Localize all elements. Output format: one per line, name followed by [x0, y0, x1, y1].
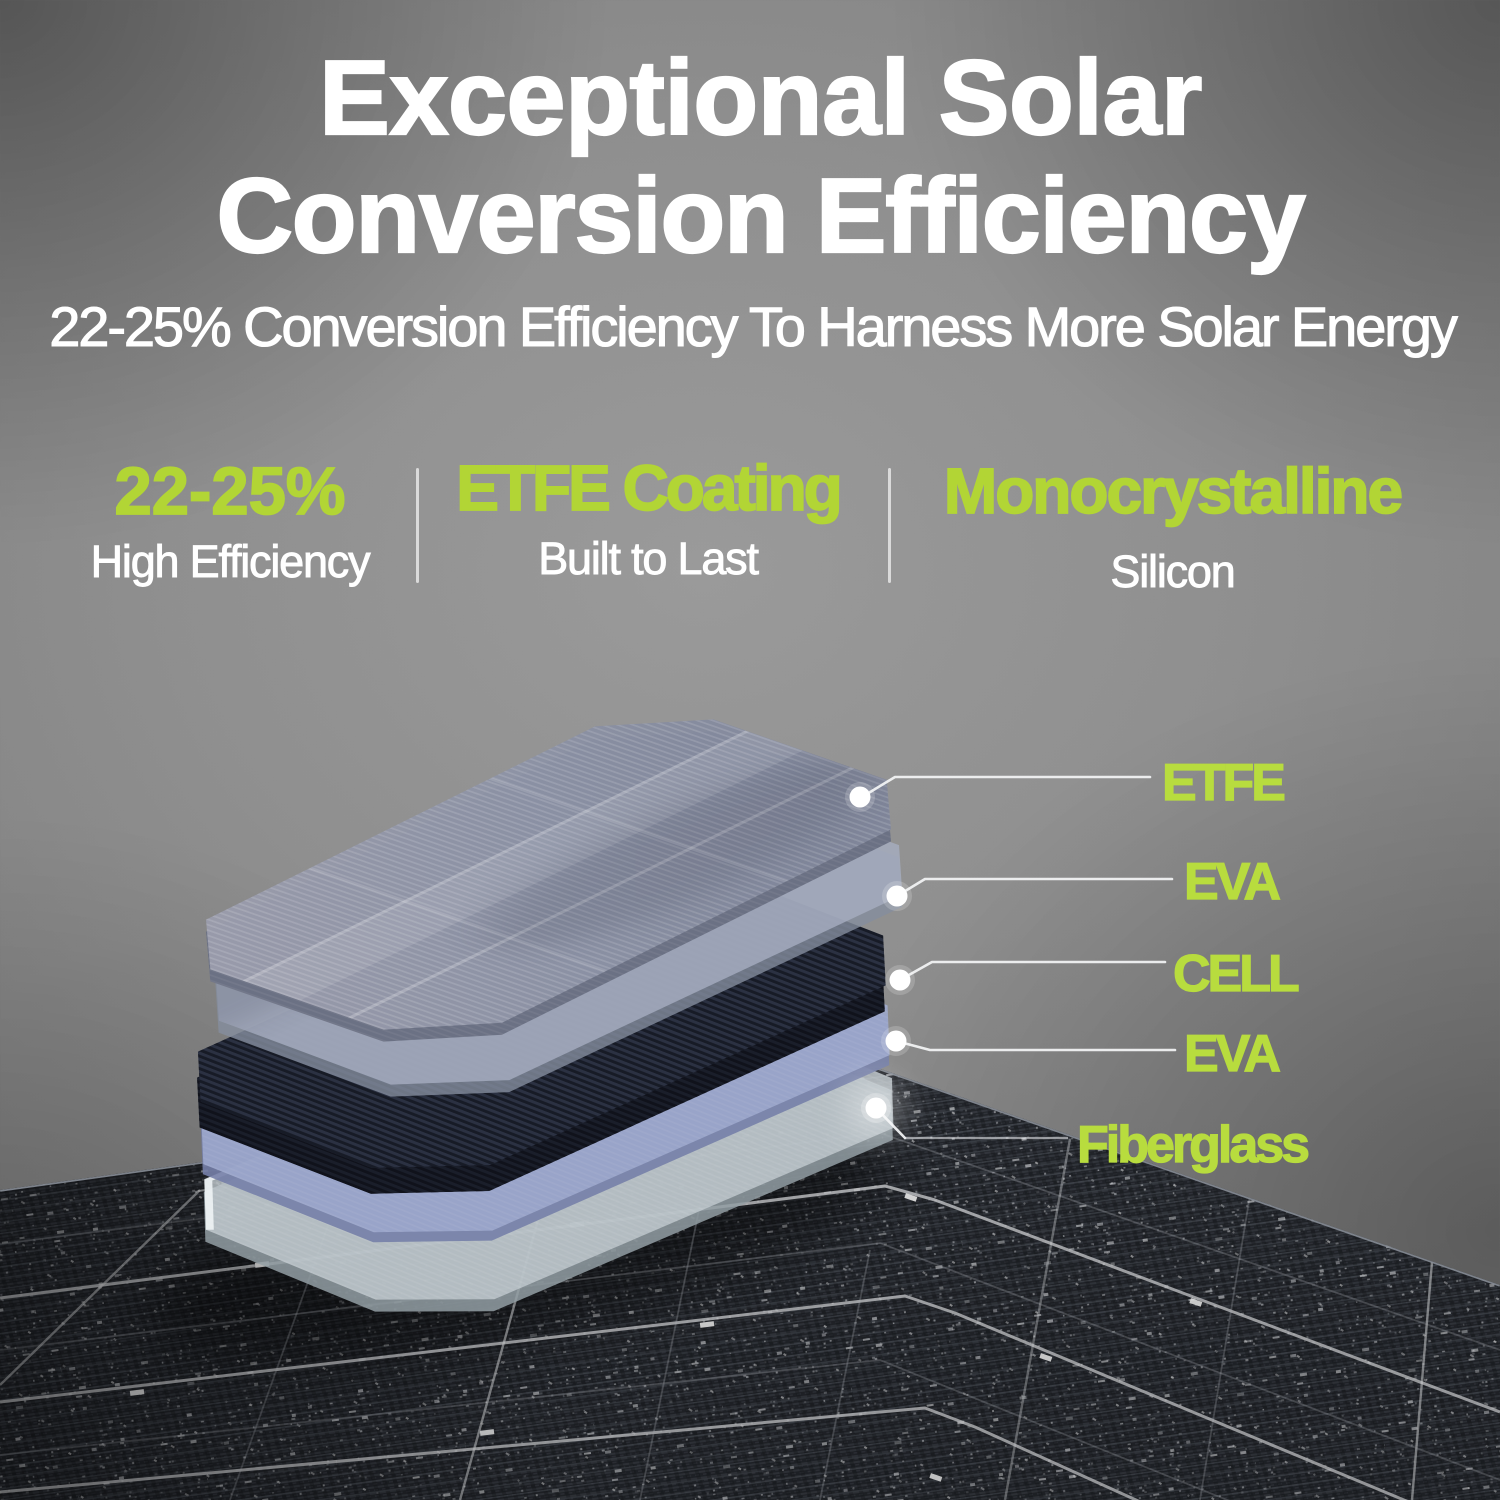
- svg-text:Fiberglass: Fiberglass: [1077, 1116, 1308, 1174]
- svg-text:CELL: CELL: [1173, 945, 1299, 1003]
- svg-text:ETFE: ETFE: [1162, 754, 1284, 812]
- svg-text:EVA: EVA: [1184, 1025, 1281, 1083]
- svg-text:EVA: EVA: [1184, 853, 1281, 911]
